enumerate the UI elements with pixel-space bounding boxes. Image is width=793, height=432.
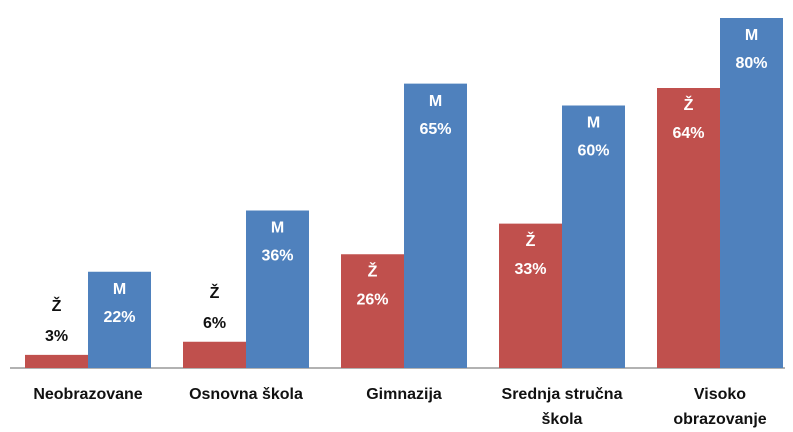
series-name-label: Ž <box>684 95 694 114</box>
series-name-label: M <box>587 115 600 132</box>
x-tick-label: Srednja stručna škola <box>501 386 623 428</box>
bar <box>25 354 88 368</box>
x-tick-label: Visoko obrazovanje <box>673 386 767 428</box>
series-name-label: Ž <box>368 261 378 280</box>
series-name-label: Ž <box>526 231 536 250</box>
x-tick-label: Gimnazija <box>366 386 442 403</box>
value-label: 26% <box>356 291 388 308</box>
series-name-label: M <box>745 27 758 44</box>
value-label: 60% <box>577 143 609 160</box>
bar <box>562 105 625 368</box>
value-label: 64% <box>672 125 704 142</box>
bar <box>720 18 783 368</box>
value-label: 6% <box>203 315 226 332</box>
x-tick-label: Osnovna škola <box>189 386 303 403</box>
series-name-label: M <box>429 93 442 110</box>
value-label: 22% <box>103 309 135 326</box>
value-label: 33% <box>514 261 546 278</box>
bar <box>88 271 151 368</box>
bar <box>183 341 246 368</box>
value-label: 36% <box>261 248 293 265</box>
value-label: 65% <box>419 121 451 138</box>
x-tick-label: Neobrazovane <box>33 386 143 403</box>
bar <box>657 88 720 368</box>
bar <box>404 83 467 368</box>
value-label: 3% <box>45 328 68 345</box>
value-label: 80% <box>735 55 767 72</box>
series-name-label: M <box>113 281 126 298</box>
bar <box>246 210 309 368</box>
series-name-label: M <box>271 220 284 237</box>
series-name-label: Ž <box>52 296 62 315</box>
bar <box>341 254 404 368</box>
bar <box>499 223 562 368</box>
series-name-label: Ž <box>210 283 220 302</box>
